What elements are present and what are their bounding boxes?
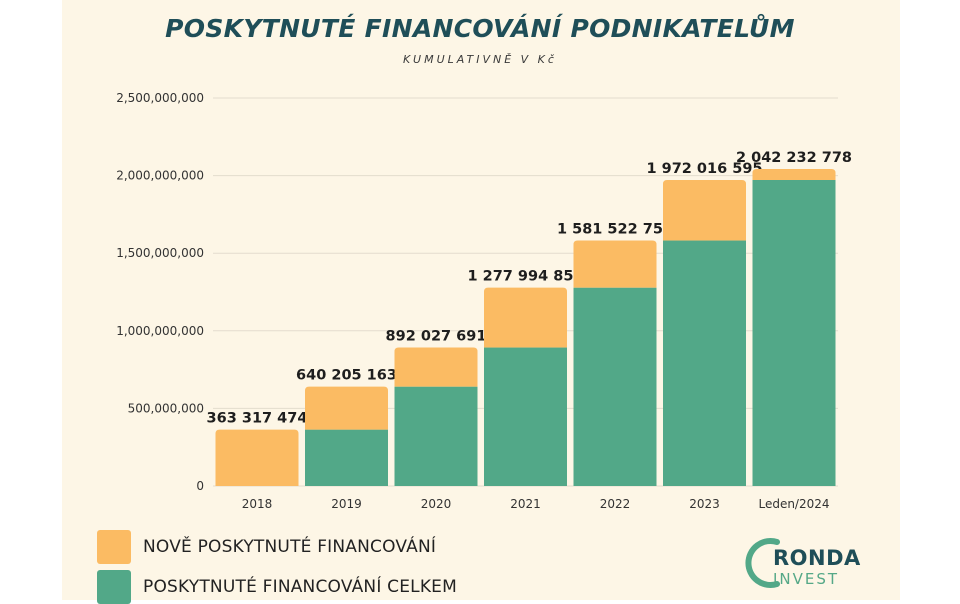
y-tick-label: 1,000,000,000: [116, 324, 204, 338]
bar-total: [394, 386, 478, 486]
x-tick-label: 2018: [242, 497, 273, 511]
ronda-invest-logo: RONDA INVEST: [745, 532, 885, 596]
legend-swatch-total: [97, 570, 131, 604]
legend-item-new: NOVĚ POSKYTNUTÉ FINANCOVÁNÍ: [97, 530, 436, 564]
chart-subtitle: KUMULATIVNĚ V Kč: [403, 53, 557, 66]
legend-item-total: POSKYTNUTÉ FINANCOVÁNÍ CELKEM: [97, 570, 457, 604]
x-tick-label: 2022: [600, 497, 631, 511]
logo-tagline: INVEST: [773, 570, 840, 588]
bar-new: [484, 287, 567, 348]
chart-title: POSKYTNUTÉ FINANCOVÁNÍ PODNIKATELŮM: [165, 14, 795, 43]
bar-new: [215, 429, 299, 486]
bar-new: [394, 347, 478, 387]
bar-new: [663, 179, 746, 241]
bar-total: [573, 287, 657, 486]
y-tick-label: 1,500,000,000: [116, 246, 204, 260]
x-tick-label: 2021: [510, 497, 541, 511]
logo-wordmark: RONDA: [773, 546, 861, 570]
y-tick-label: 2,500,000,000: [116, 91, 204, 105]
x-tick-label: 2019: [331, 497, 362, 511]
bar-new: [752, 169, 836, 180]
bar-value-label: 1 972 016 595: [646, 161, 762, 177]
bar-total: [663, 240, 746, 486]
bar-value-label: 640 205 163: [296, 368, 397, 384]
bar-total: [305, 429, 388, 486]
x-tick-label: 2020: [421, 497, 452, 511]
bar-value-label: 892 027 691: [386, 329, 487, 345]
bar-value-label: 2 042 232 778: [736, 150, 852, 166]
bar-total: [752, 179, 836, 486]
x-tick-label: 2023: [689, 497, 720, 511]
bar-new: [573, 240, 657, 288]
x-tick-label: Leden/2024: [758, 497, 829, 511]
legend-swatch-new: [97, 530, 131, 564]
bar-value-label: 363 317 474: [207, 411, 308, 427]
y-tick-label: 500,000,000: [128, 401, 204, 415]
bar-new: [305, 386, 388, 430]
bar-value-label: 1 581 522 751: [557, 222, 673, 238]
logo-arc-icon: [745, 538, 780, 588]
bar-total: [484, 347, 567, 486]
legend-label-total: POSKYTNUTÉ FINANCOVÁNÍ CELKEM: [143, 577, 457, 597]
y-tick-label: 0: [196, 479, 204, 493]
bar-value-label: 1 277 994 851: [467, 269, 583, 285]
legend-label-new: NOVĚ POSKYTNUTÉ FINANCOVÁNÍ: [143, 537, 437, 557]
y-tick-label: 2,000,000,000: [116, 169, 204, 183]
